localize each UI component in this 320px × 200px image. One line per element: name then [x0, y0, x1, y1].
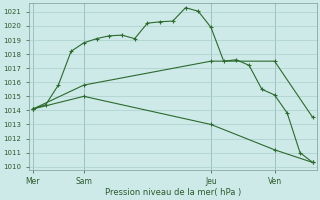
- X-axis label: Pression niveau de la mer( hPa ): Pression niveau de la mer( hPa ): [105, 188, 241, 197]
